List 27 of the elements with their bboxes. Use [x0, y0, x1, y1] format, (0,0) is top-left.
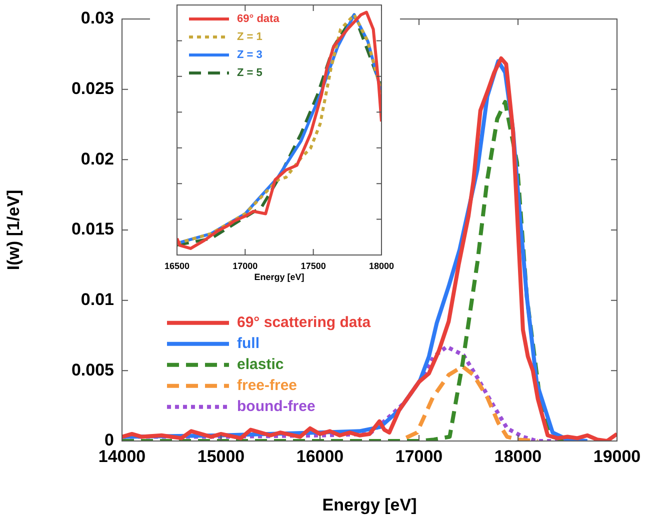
- y-tick-label: 0.005: [71, 360, 114, 380]
- x-tick-label: 17500: [300, 260, 326, 271]
- legend-label: Z = 3: [237, 49, 262, 62]
- y-axis-title: I(w) [1/eV]: [4, 190, 23, 270]
- x-tick-label: 16500: [164, 260, 190, 271]
- legend-label: bound-free: [237, 398, 316, 415]
- legend-label: full: [237, 334, 260, 352]
- x-tick-label: 18000: [494, 446, 542, 466]
- legend-label: Z = 1: [237, 31, 262, 44]
- y-tick-label: 0.01: [80, 290, 114, 310]
- y-tick-label: 0.02: [80, 149, 114, 168]
- x-tick-label: 17000: [395, 446, 443, 466]
- legend-label: free-free: [237, 376, 298, 394]
- x-tick-label: 16000: [296, 446, 344, 466]
- x-tick-label: 19000: [593, 446, 641, 466]
- x-axis-title: Energy [eV]: [322, 495, 417, 514]
- legend-label: Z = 5: [237, 67, 262, 80]
- y-tick-label: 0.03: [80, 8, 114, 28]
- x-tick-label: 18000: [368, 260, 394, 271]
- x-tick-label: 15000: [197, 446, 245, 466]
- legend-label: 69° scattering data: [237, 314, 372, 331]
- y-tick-label: 0.025: [71, 79, 114, 98]
- y-tick-label: 0.015: [71, 220, 114, 239]
- x-tick-label: 17000: [232, 260, 258, 271]
- legend-label: elastic: [237, 356, 284, 373]
- x-axis-title: Energy [eV]: [254, 272, 304, 282]
- legend-label: 69° data: [237, 13, 280, 26]
